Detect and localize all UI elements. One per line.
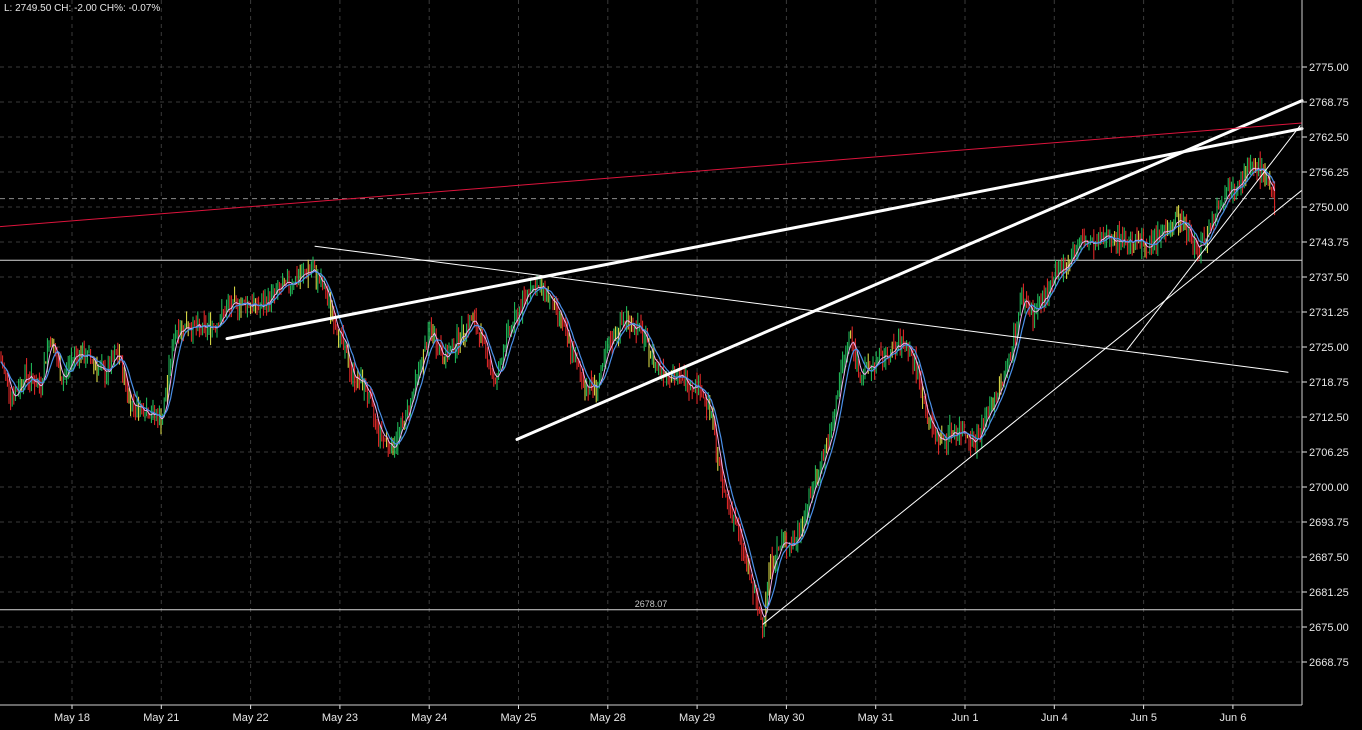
change-label: CH: [54,3,72,14]
y-tick-label: 2737.50 [1309,272,1349,284]
change-value: -2.00 [74,3,97,14]
level-label: 2678.07 [635,599,668,609]
x-tick-label: May 28 [590,712,626,724]
y-tick-label: 2700.00 [1309,482,1349,494]
grid [0,0,1302,705]
x-tick-label: Jun 4 [1041,712,1068,724]
y-tick-label: 2725.00 [1309,342,1349,354]
trendline [515,99,1304,441]
y-tick-label: 2743.75 [1309,237,1349,249]
horizontal-levels: 2678.07 [0,198,1302,611]
y-tick-label: 2768.75 [1309,97,1349,109]
resistance-line [0,122,1303,228]
last-value: 2749.50 [15,3,52,14]
x-tick-label: May 30 [768,712,804,724]
trendline [762,189,1303,625]
trendline [225,127,1304,341]
trendline [1126,125,1301,351]
change-pct-value: -0.07% [128,3,161,14]
x-tick-label: Jun 5 [1130,712,1157,724]
x-tick-label: May 21 [143,712,179,724]
y-tick-label: 2681.25 [1309,587,1349,599]
y-tick-label: 2756.25 [1309,167,1349,179]
x-tick-label: May 22 [233,712,269,724]
y-tick-label: 2718.75 [1309,377,1349,389]
price-readout: L: 2749.50 CH: -2.00 CH%: -0.07% [4,3,160,14]
y-tick-label: 2731.25 [1309,307,1349,319]
x-tick-label: May 25 [500,712,536,724]
x-tick-label: May 24 [411,712,447,724]
y-tick-label: 2693.75 [1309,517,1349,529]
y-tick-label: 2668.75 [1309,657,1349,669]
x-tick-label: Jun 6 [1219,712,1246,724]
x-tick-label: Jun 1 [952,712,979,724]
ma-fast-line [0,167,1276,618]
x-tick-label: May 29 [679,712,715,724]
ma-slow-line [0,168,1276,609]
y-tick-label: 2712.50 [1309,412,1349,424]
y-tick-label: 2706.25 [1309,447,1349,459]
y-tick-label: 2775.00 [1309,62,1349,74]
x-tick-label: May 31 [858,712,894,724]
last-label: L: [4,3,13,14]
trendline [314,245,1289,373]
x-tick-label: May 18 [54,712,90,724]
candles [0,151,1276,639]
y-tick-label: 2687.50 [1309,552,1349,564]
trendlines [0,99,1304,625]
change-pct-label: CH%: [99,3,126,14]
x-tick-label: May 23 [322,712,358,724]
y-tick-label: 2762.50 [1309,132,1349,144]
y-tick-label: 2750.00 [1309,202,1349,214]
moving-averages [0,167,1276,618]
y-tick-label: 2675.00 [1309,622,1349,634]
